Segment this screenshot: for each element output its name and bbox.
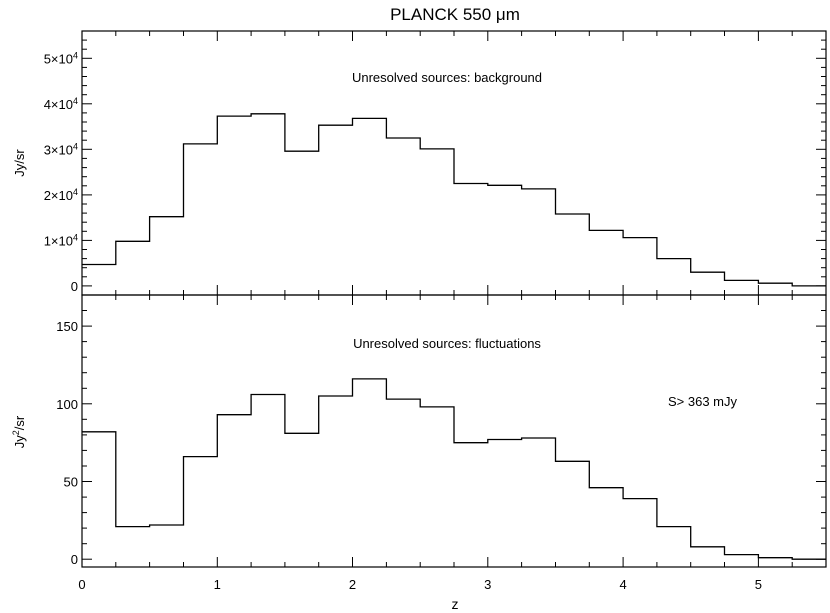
x-tick-label: 4	[619, 577, 626, 592]
y-tick-label: 50	[64, 475, 78, 490]
x-ticks-top	[81, 31, 827, 295]
y-ticks-bottom: 0 50 100 150	[56, 294, 826, 567]
y-tick-label: 150	[56, 319, 78, 334]
y-tick-label: 2×104	[44, 187, 78, 203]
x-tick-label: 3	[484, 577, 491, 592]
y-label-rest: /sr	[12, 415, 27, 430]
y-tick-label: 3×104	[44, 141, 78, 157]
panel-background: Unresolved sources: background Jy/sr 0 1×…	[12, 30, 827, 296]
y-axis-label-top: Jy/sr	[12, 149, 27, 177]
y-label-unit: Jy	[12, 435, 27, 449]
x-axis-label: z	[452, 596, 459, 612]
y-label-exponent: 2	[11, 430, 21, 435]
chart-title: PLANCK 550 μm	[390, 5, 520, 24]
y-tick-label: 0	[71, 279, 78, 294]
x-ticks-bottom	[81, 295, 827, 567]
y-tick-label: 1×104	[44, 232, 78, 248]
y-ticks-top: 0 1×104 2×104 3×104 4×104 5×104	[44, 30, 826, 296]
series-background-histogram	[82, 113, 826, 287]
annotation-background: Unresolved sources: background	[352, 70, 542, 85]
panel-fluctuations: Unresolved sources: fluctuations S> 363 …	[11, 294, 827, 592]
y-axis-label-bottom: Jy2/sr	[11, 415, 27, 448]
y-tick-label: 4×104	[44, 96, 78, 112]
x-tick-labels: 0 1 2 3 4 5	[78, 577, 762, 592]
x-tick-label: 1	[214, 577, 221, 592]
x-tick-label: 0	[78, 577, 85, 592]
annotation-fluctuations: Unresolved sources: fluctuations	[353, 336, 541, 351]
x-tick-label: 2	[349, 577, 356, 592]
y-tick-label: 100	[56, 397, 78, 412]
flux-cut-note: S> 363 mJy	[668, 394, 738, 409]
x-tick-label: 5	[755, 577, 762, 592]
series-fluctuations-histogram	[82, 378, 826, 560]
y-tick-label: 0	[71, 552, 78, 567]
y-tick-label: 5×104	[44, 50, 78, 66]
